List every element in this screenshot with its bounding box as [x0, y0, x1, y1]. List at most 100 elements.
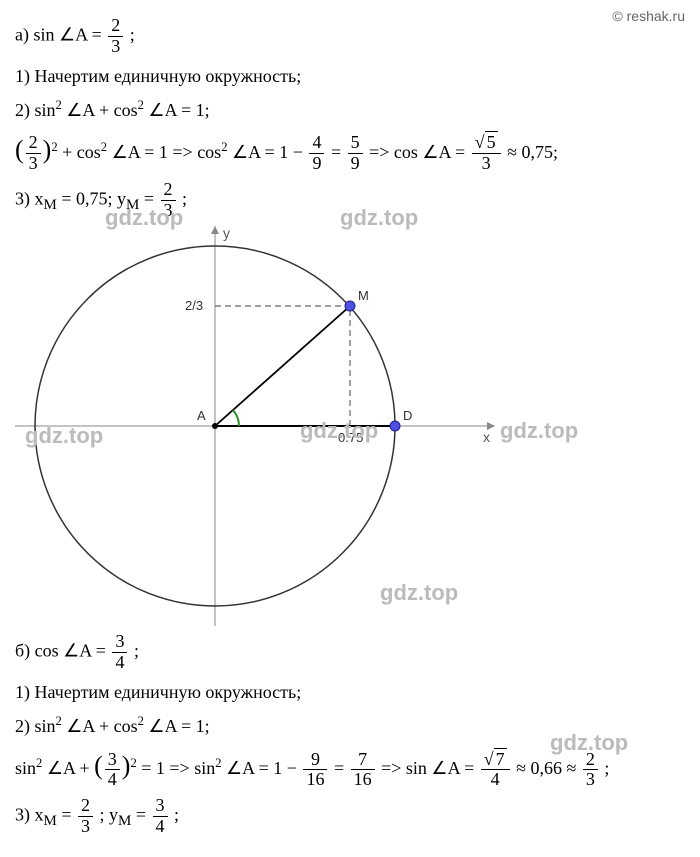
- text: ∠A = 1 => cos: [112, 142, 222, 162]
- denominator: 9: [309, 154, 324, 174]
- paren-open: (: [15, 135, 24, 164]
- denominator: 3: [26, 154, 41, 174]
- text: ;: [174, 805, 179, 825]
- part-b-step3: 3) xM = 2 3 ; yM = 3 4 ;: [15, 796, 685, 837]
- denominator: 3: [108, 37, 123, 57]
- subscript: M: [118, 813, 131, 829]
- text: ;: [134, 641, 139, 661]
- numerator: 2: [78, 796, 93, 817]
- svg-text:y: y: [223, 226, 230, 241]
- fraction-2-3: 2 3: [583, 750, 598, 791]
- numerator: 7: [351, 750, 375, 771]
- svg-text:2/3: 2/3: [185, 298, 203, 313]
- part-b-line3: sin2 ∠A + ( 3 4 )2 = 1 => sin2 ∠A = 1 − …: [15, 746, 685, 790]
- fraction-2-3: 2 3: [26, 133, 41, 174]
- exponent: 2: [138, 714, 144, 728]
- numerator: √5: [472, 133, 501, 154]
- text: 3) x: [15, 805, 44, 825]
- fraction-4-9: 4 9: [309, 133, 324, 174]
- denominator: 3: [583, 770, 598, 790]
- part-b-step2: 2) sin2 ∠A + cos2 ∠A = 1;: [15, 712, 685, 740]
- numerator: 3: [112, 632, 127, 653]
- svg-text:0.75: 0.75: [338, 430, 363, 445]
- text: а) sin ∠A =: [15, 24, 106, 44]
- exponent: 2: [215, 756, 221, 770]
- part-b-step1: 1) Начертим единичную окружность;: [15, 679, 685, 706]
- fraction-5-9: 5 9: [348, 133, 363, 174]
- svg-text:D: D: [403, 408, 412, 423]
- text: = 0,75; y: [61, 188, 126, 208]
- text: ∠A +: [47, 758, 94, 778]
- text: => cos ∠A =: [369, 142, 470, 162]
- text: б) cos ∠A =: [15, 641, 110, 661]
- subscript: M: [44, 813, 57, 829]
- numerator: √7: [481, 750, 510, 771]
- denominator: 4: [105, 770, 120, 790]
- exponent: 2: [36, 756, 42, 770]
- text: =: [331, 142, 346, 162]
- part-a-line3: ( 2 3 )2 + cos2 ∠A = 1 => cos2 ∠A = 1 − …: [15, 130, 685, 174]
- numerator: 2: [161, 180, 176, 201]
- denominator: 9: [348, 154, 363, 174]
- exponent: 2: [221, 140, 227, 154]
- svg-text:x: x: [483, 429, 490, 445]
- exponent: 2: [101, 140, 107, 154]
- part-a-step1: 1) Начертим единичную окружность;: [15, 63, 685, 90]
- text: 2) sin: [15, 100, 56, 120]
- denominator: 16: [303, 770, 327, 790]
- text: ∠A + cos: [66, 100, 137, 120]
- text: ≈ 0,75;: [507, 142, 558, 162]
- text: ∠A = 1 −: [226, 758, 301, 778]
- numerator: 2: [108, 16, 123, 37]
- numerator: 5: [348, 133, 363, 154]
- part-a-step3: 3) xM = 0,75; yM = 2 3 ;: [15, 180, 685, 221]
- text: ∠A + cos: [66, 716, 137, 736]
- numerator: 4: [309, 133, 324, 154]
- text: 3) x: [15, 188, 44, 208]
- text: => sin ∠A =: [381, 758, 479, 778]
- unit-circle-chart: xyAMD2/30.75: [15, 226, 495, 626]
- fraction-sqrt7-4: √7 4: [481, 750, 510, 791]
- text: sin: [15, 758, 36, 778]
- exponent: 2: [51, 140, 57, 154]
- text: ∠A = 1 −: [232, 142, 307, 162]
- fraction-2-3: 2 3: [78, 796, 93, 837]
- fraction-3-4: 3 4: [105, 750, 120, 791]
- denominator: 4: [481, 770, 510, 790]
- numerator: 3: [153, 796, 168, 817]
- numerator: 9: [303, 750, 327, 771]
- svg-text:A: A: [197, 408, 206, 423]
- denominator: 4: [153, 817, 168, 837]
- subscript: M: [44, 197, 57, 213]
- fraction-sqrt5-3: √5 3: [472, 133, 501, 174]
- unit-circle-svg: xyAMD2/30.75: [15, 226, 495, 626]
- denominator: 3: [472, 154, 501, 174]
- numerator: 2: [26, 133, 41, 154]
- fraction-3-4: 3 4: [112, 632, 127, 673]
- exponent: 2: [138, 98, 144, 112]
- text: = 1 => sin: [141, 758, 215, 778]
- fraction-3-4: 3 4: [153, 796, 168, 837]
- text: =: [136, 805, 151, 825]
- exponent: 2: [130, 756, 136, 770]
- exponent: 2: [56, 98, 62, 112]
- text: + cos: [62, 142, 101, 162]
- numerator: 3: [105, 750, 120, 771]
- source-label: © reshak.ru: [612, 8, 685, 24]
- text: ;: [182, 188, 187, 208]
- fraction-9-16: 9 16: [303, 750, 327, 791]
- text: ;: [604, 758, 609, 778]
- text: =: [144, 188, 159, 208]
- text: ∠A = 1;: [148, 100, 209, 120]
- part-b-header: б) cos ∠A = 3 4 ;: [15, 632, 685, 673]
- exponent: 2: [56, 714, 62, 728]
- denominator: 3: [161, 201, 176, 221]
- fraction-2-3: 2 3: [108, 16, 123, 57]
- paren-open: (: [94, 751, 103, 780]
- text: =: [334, 758, 349, 778]
- denominator: 16: [351, 770, 375, 790]
- watermark: gdz.top: [500, 418, 578, 444]
- text: ; y: [100, 805, 119, 825]
- denominator: 3: [78, 817, 93, 837]
- subscript: M: [126, 197, 139, 213]
